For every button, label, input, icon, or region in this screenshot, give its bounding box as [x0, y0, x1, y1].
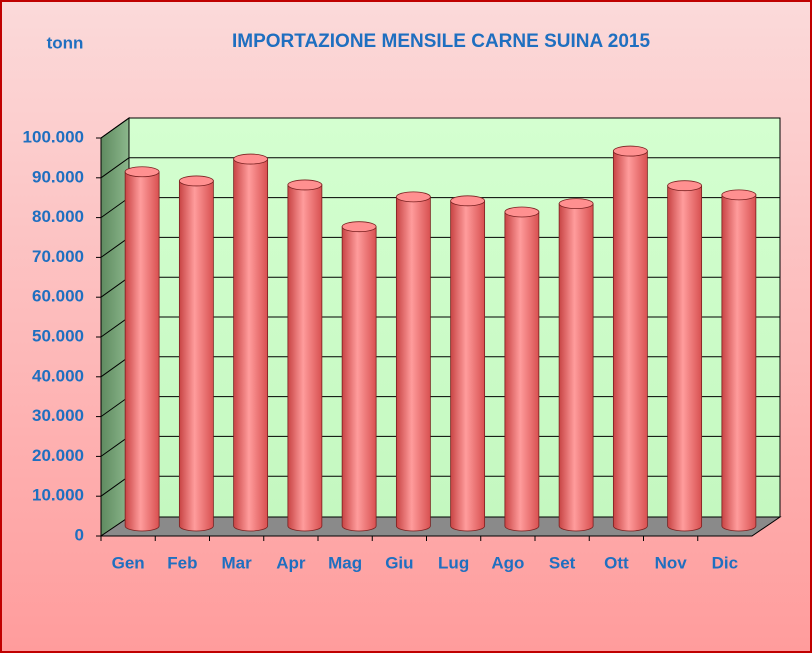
grid-line	[100, 435, 130, 457]
y-tick-label: 70.000	[32, 247, 84, 266]
bar-top	[395, 191, 431, 203]
y-tick-label: 60.000	[32, 287, 84, 306]
grid-line	[100, 475, 130, 497]
bar	[287, 184, 323, 532]
grid-line	[100, 117, 130, 139]
bar-top	[341, 221, 377, 233]
y-tick-label: 40.000	[32, 366, 84, 385]
bar	[450, 200, 486, 532]
grid-line	[100, 276, 130, 298]
x-tick-label: Mar	[222, 553, 253, 572]
bar	[504, 211, 540, 532]
y-tick-label: 0	[75, 525, 84, 544]
bar-top	[612, 145, 648, 157]
y-tick-label: 90.000	[32, 167, 84, 186]
x-tick-label: Nov	[655, 553, 688, 572]
chart-title: IMPORTAZIONE MENSILE CARNE SUINA 2015	[232, 31, 650, 52]
grid-line	[100, 157, 130, 179]
bar	[558, 203, 594, 532]
grid-line	[100, 356, 130, 378]
x-tick-label: Lug	[438, 553, 469, 572]
x-tick-label: Ott	[604, 553, 629, 572]
x-tick-label: Mag	[328, 553, 362, 572]
bar	[178, 180, 214, 532]
x-tick-label: Ago	[491, 553, 524, 572]
bar-top	[233, 153, 269, 165]
x-tick-label: Gen	[112, 553, 145, 572]
bar	[341, 226, 377, 532]
bar-top	[178, 175, 214, 187]
bar	[721, 194, 757, 532]
bar-top	[450, 195, 486, 207]
bar	[233, 158, 269, 532]
y-tick-label: 100.000	[23, 127, 84, 146]
y-tick-label: 20.000	[32, 446, 84, 465]
grid-line	[100, 396, 130, 418]
bar	[124, 171, 160, 532]
x-tick-label: Giu	[385, 553, 413, 572]
bar-top	[667, 180, 703, 192]
bar-top	[287, 179, 323, 191]
y-tick-label: 30.000	[32, 406, 84, 425]
bar	[612, 150, 648, 532]
bar-top	[558, 198, 594, 210]
y-tick-label: 80.000	[32, 207, 84, 226]
y-tick-label: 50.000	[32, 326, 84, 345]
x-tick-label: Set	[549, 553, 576, 572]
x-tick-label: Apr	[276, 553, 306, 572]
grid-line	[100, 316, 130, 338]
x-tick-label: Feb	[167, 553, 197, 572]
bar-top	[504, 206, 540, 218]
y-tick-label: 10.000	[32, 486, 84, 505]
x-tick-label: Dic	[712, 553, 738, 572]
y-axis-label: tonn	[47, 33, 84, 52]
grid-line	[100, 236, 130, 258]
bar-top	[124, 166, 160, 178]
bar	[667, 185, 703, 532]
grid-line	[100, 197, 130, 219]
bar-top	[721, 189, 757, 201]
bar	[395, 196, 431, 532]
